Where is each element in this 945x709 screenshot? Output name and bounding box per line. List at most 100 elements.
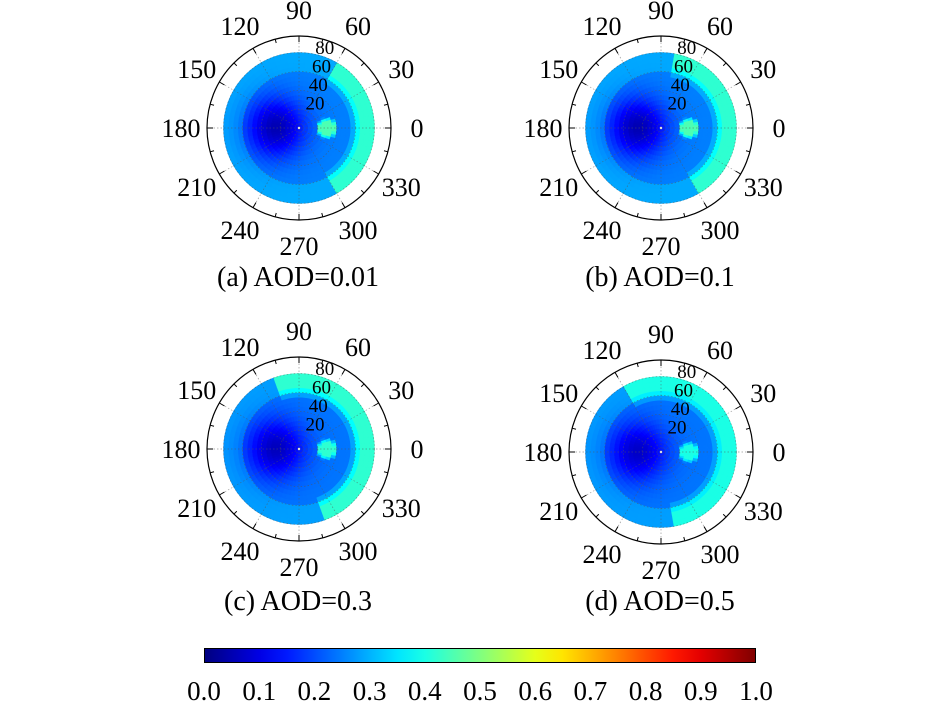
heat-cell [237, 443, 243, 450]
heat-cell [726, 451, 733, 459]
heat-cell [688, 127, 695, 132]
heat-cell [660, 503, 667, 509]
center-dot [659, 126, 663, 130]
heat-cell [684, 127, 690, 131]
heat-cell [702, 451, 709, 457]
heat-cell [654, 56, 662, 63]
heat-cell [721, 127, 728, 135]
heat-cell [618, 123, 624, 129]
heat-cell [364, 121, 371, 129]
polar-tick [722, 386, 727, 391]
heat-cell [295, 476, 300, 483]
polar-tick [614, 372, 619, 378]
radial-tick-label: 20 [305, 93, 324, 114]
heat-cell [298, 61, 306, 68]
colorbar-tick-label: 0.3 [352, 676, 387, 706]
heat-cell [294, 490, 300, 497]
heat-cell [340, 131, 347, 137]
colorbar [204, 648, 756, 663]
heat-cell [251, 119, 258, 125]
heat-cell [608, 127, 615, 133]
heat-cell [265, 124, 272, 129]
polar-tick [722, 189, 727, 194]
heat-cell [656, 169, 662, 176]
radial-grid-circle [260, 89, 338, 167]
heat-cell [599, 446, 605, 453]
heat-cell [660, 198, 668, 204]
angular-tick-label: 150 [177, 55, 216, 84]
polar-tick [341, 369, 346, 375]
heat-cell [340, 448, 347, 454]
heat-cell [660, 380, 668, 387]
heat-cell [660, 184, 667, 190]
caption-a: (a) AOD=0.01 [217, 262, 379, 293]
heat-cell [613, 119, 620, 125]
heat-cell [296, 151, 300, 157]
polar-tick [745, 103, 750, 106]
heat-cell [298, 382, 306, 389]
heat-cell [608, 447, 615, 453]
polar-tick [383, 103, 388, 106]
heat-cell [594, 127, 601, 135]
radial-tick-label: 60 [674, 380, 693, 401]
polar-tick [636, 39, 639, 44]
polar-tick [735, 81, 741, 86]
heat-cell [227, 442, 234, 450]
heat-cell [660, 188, 668, 195]
angular-tick-label: 0 [411, 114, 424, 143]
polar-tick [233, 510, 238, 515]
angular-tick-label: 60 [707, 12, 733, 41]
polar-tick [341, 202, 346, 208]
heat-cell [660, 385, 668, 392]
heat-cell [298, 94, 303, 101]
heat-cell [698, 451, 704, 457]
heat-cell [322, 448, 328, 452]
heat-cell [660, 512, 668, 519]
heat-cell [292, 198, 300, 204]
heat-cell [290, 169, 296, 176]
angular-tick-label: 30 [750, 55, 776, 84]
colorbar-tick-label: 0.1 [242, 676, 277, 706]
heat-cell [585, 445, 591, 453]
polar-tick [595, 386, 600, 391]
heat-cell [292, 377, 300, 384]
heat-cell [227, 127, 234, 135]
heat-cell [731, 127, 737, 135]
heat-cell [654, 512, 662, 519]
polar-tick [360, 189, 365, 194]
heat-cell [298, 415, 303, 422]
heat-cell [660, 71, 667, 77]
heat-cell [232, 127, 239, 135]
heat-cell [298, 71, 305, 77]
radial-tick-label: 20 [305, 414, 324, 435]
heat-cell [660, 99, 664, 105]
angular-tick-label: 120 [583, 336, 622, 365]
heat-cell [223, 442, 229, 450]
heat-cell [599, 122, 605, 129]
polar-tick [252, 48, 257, 54]
heat-cell [292, 373, 300, 379]
heat-cell [660, 52, 668, 58]
heat-cell [658, 151, 662, 157]
heat-cell [298, 89, 303, 96]
heat-cell [712, 446, 718, 453]
polar-tick [614, 526, 619, 532]
angular-tick-label: 240 [221, 537, 260, 566]
polar-tick [274, 533, 277, 538]
heat-cell [660, 193, 668, 200]
polar-tick [614, 202, 619, 208]
angular-tick-label: 330 [744, 173, 783, 202]
heat-cell [613, 447, 620, 453]
colorbar-tick-label: 0.2 [297, 676, 332, 706]
angular-tick-label: 180 [524, 114, 563, 143]
heat-cell [654, 52, 662, 58]
heat-cell [292, 56, 300, 63]
heat-cell [293, 71, 300, 77]
heat-cell [237, 448, 243, 455]
polar-tick [321, 533, 324, 538]
heat-cell [660, 390, 667, 396]
heat-cell [350, 127, 356, 134]
